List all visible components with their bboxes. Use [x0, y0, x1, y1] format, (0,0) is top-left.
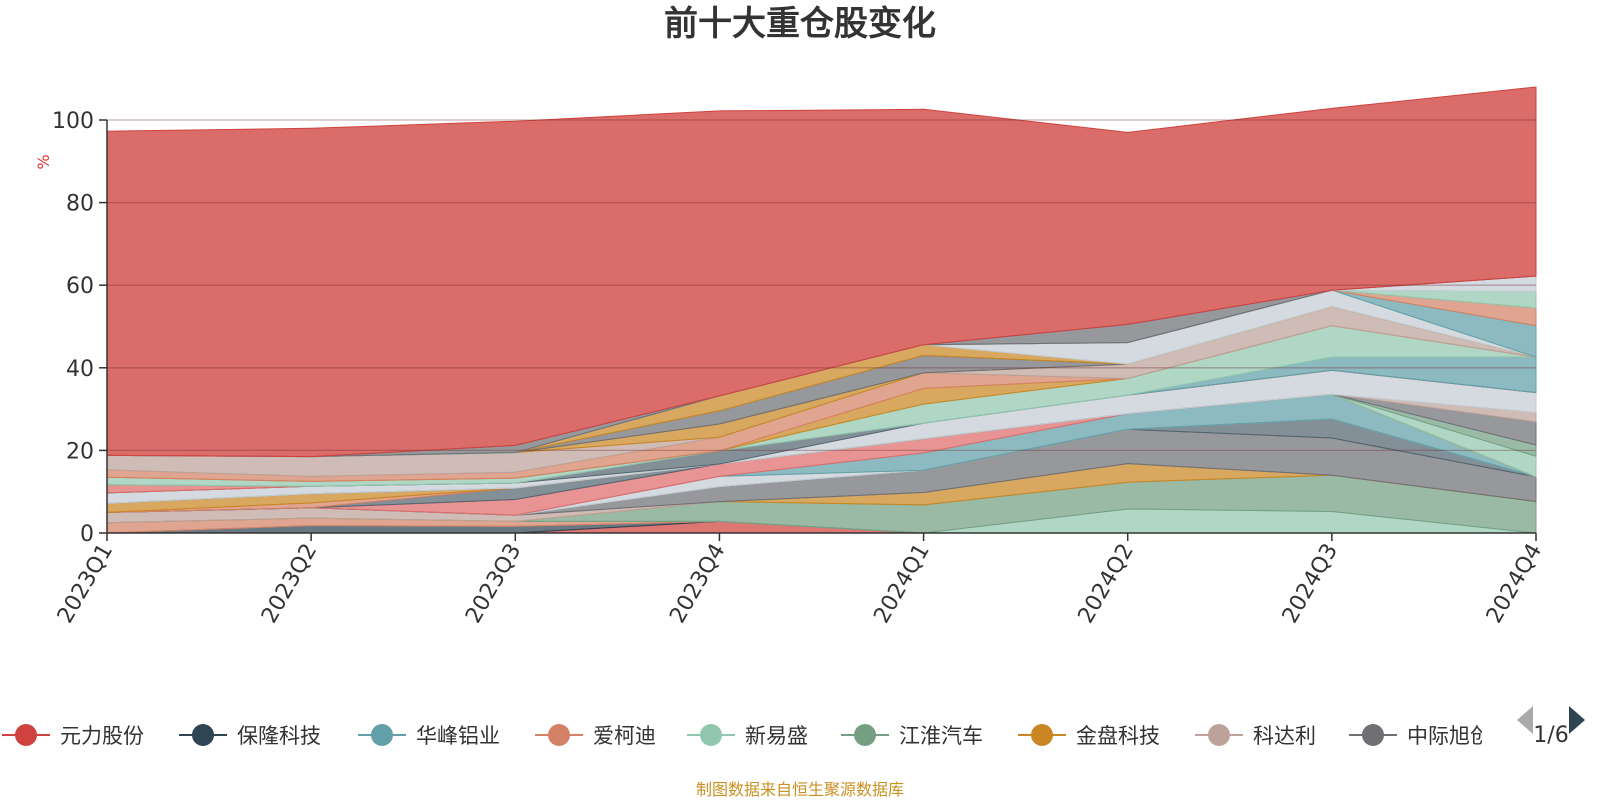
legend-item[interactable]: 华峰铝业	[358, 724, 500, 748]
area-series-38	[106, 86, 1537, 458]
legend-label: 元力股份	[60, 724, 144, 748]
y-tick-label: 40	[66, 357, 94, 382]
data-source-note: 制图数据来自恒生聚源数据库	[696, 780, 904, 799]
legend-item[interactable]: 江淮汽车	[841, 724, 983, 748]
legend-item[interactable]: 新易盛	[687, 724, 808, 748]
legend-label: 华峰铝业	[416, 724, 500, 748]
legend-item[interactable]: 科达利	[1195, 724, 1316, 748]
legend-marker	[548, 724, 570, 746]
y-axis-unit: %	[34, 154, 53, 169]
legend-marker	[700, 724, 722, 746]
legend-item[interactable]: 元力股份	[2, 724, 144, 748]
legend-item[interactable]: 爱柯迪	[535, 724, 656, 748]
y-tick-label: 60	[66, 274, 94, 299]
legend-label: 爱柯迪	[593, 724, 656, 748]
legend-item[interactable]: 中际旭创	[1349, 724, 1491, 748]
legend-marker	[1362, 724, 1384, 746]
legend-label: 科达利	[1253, 724, 1316, 748]
y-tick-label: 0	[80, 522, 94, 547]
legend-label: 金盘科技	[1076, 724, 1160, 748]
x-tick-label: 2023Q2	[257, 540, 322, 628]
legend-marker	[15, 724, 37, 746]
legend: 元力股份 保隆科技 华峰铝业 爱柯迪 新易盛 江淮汽车 金盘科技 科达利 中际旭创	[2, 724, 1491, 748]
legend-marker	[371, 724, 393, 746]
triangle-right-icon[interactable]	[1569, 706, 1585, 734]
x-tick-label: 2023Q4	[665, 540, 730, 628]
y-tick-label: 80	[66, 192, 94, 217]
grid	[107, 119, 1536, 452]
triangle-left-icon[interactable]	[1517, 706, 1533, 734]
x-tick-label: 2023Q1	[53, 540, 118, 628]
legend-label: 中际旭创	[1407, 724, 1491, 748]
x-tick-label: 2024Q1	[869, 540, 934, 628]
legend-label: 新易盛	[745, 724, 808, 748]
legend-label: 江淮汽车	[899, 724, 983, 748]
x-tick-label: 2023Q3	[461, 540, 526, 628]
legend-marker	[1208, 724, 1230, 746]
legend-marker	[192, 724, 214, 746]
plot-areas	[106, 86, 1537, 534]
x-tick-label: 2024Q3	[1278, 540, 1343, 628]
y-tick-label: 20	[66, 439, 94, 464]
legend-item[interactable]: 金盘科技	[1018, 724, 1160, 748]
legend-page-indicator: 1/6	[1533, 723, 1568, 748]
legend-label: 保隆科技	[237, 724, 321, 748]
x-tick-label: 2024Q4	[1482, 540, 1547, 628]
y-tick-label: 100	[52, 109, 94, 134]
legend-marker	[1031, 724, 1053, 746]
legend-item[interactable]: 保隆科技	[179, 724, 321, 748]
legend-marker	[854, 724, 876, 746]
legend-pager: 1/6	[1517, 706, 1585, 748]
chart-title: 前十大重仓股变化	[664, 4, 936, 44]
x-tick-label: 2024Q2	[1074, 540, 1139, 628]
